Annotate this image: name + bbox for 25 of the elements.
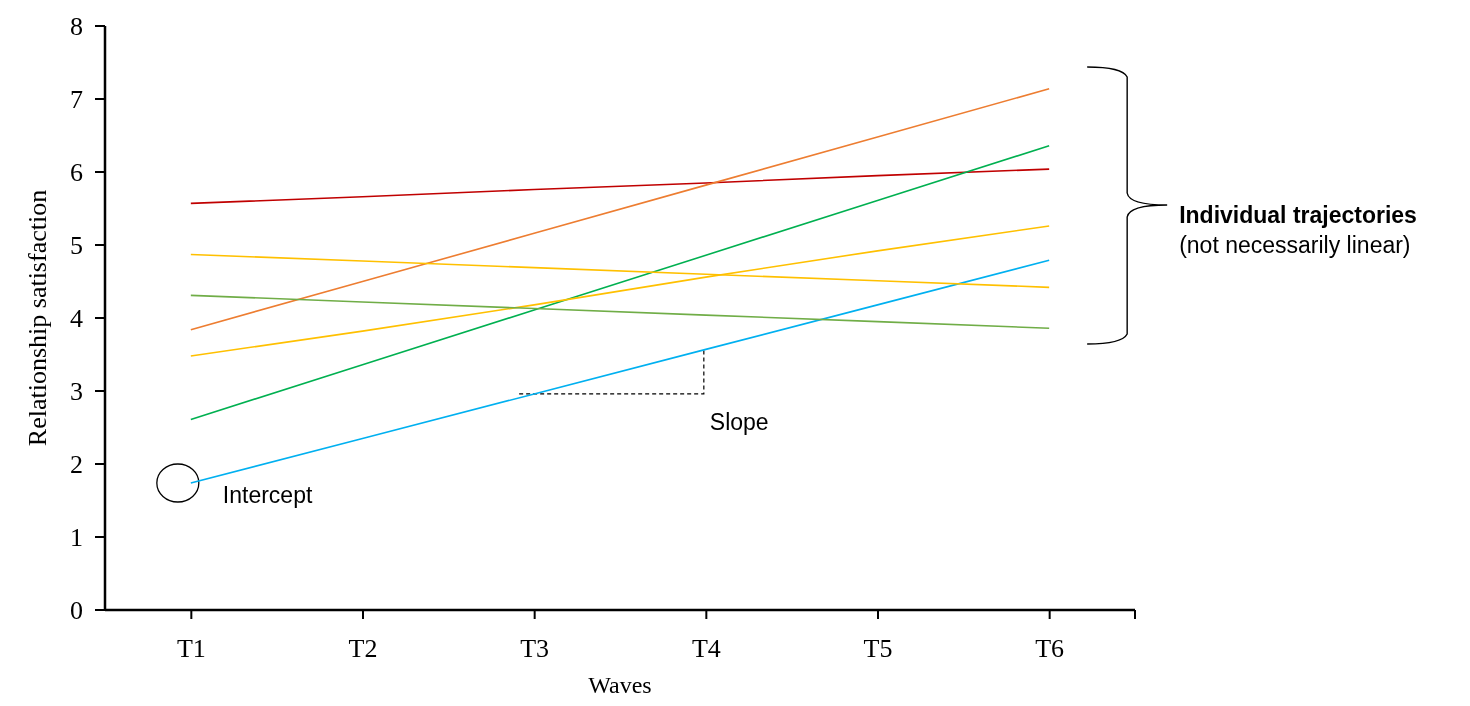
line-series xyxy=(190,87,1050,331)
text: (not necessarily linear) xyxy=(1179,232,1411,258)
text: Individual trajectories xyxy=(1179,202,1417,228)
y-tick-label: 5 xyxy=(70,231,83,261)
line-series xyxy=(190,294,1050,330)
line-series xyxy=(190,225,1050,357)
annotation: Intercept xyxy=(222,481,313,508)
y-tick-label: 0 xyxy=(70,596,83,626)
y-axis-title: Relationship satisfaction xyxy=(23,189,52,447)
x-tick-label: T2 xyxy=(348,634,378,664)
x-tick-label: T3 xyxy=(520,634,550,664)
x-tick-label: T5 xyxy=(863,634,893,664)
y-tick-label: 8 xyxy=(70,12,83,42)
x-tick-label: T4 xyxy=(691,634,721,664)
y-tick-label: 3 xyxy=(70,377,83,407)
y-tick-label: 2 xyxy=(70,450,83,480)
annotation: Slope xyxy=(709,408,769,435)
line-series xyxy=(190,168,1050,205)
x-tick-label: T6 xyxy=(1035,634,1065,664)
x-axis-title: Waves xyxy=(588,672,652,698)
y-tick-label: 1 xyxy=(70,523,83,553)
x-tick-label: T1 xyxy=(176,634,206,664)
y-tick-label: 4 xyxy=(70,304,83,334)
y-tick-label: 7 xyxy=(70,85,83,115)
y-tick-label: 6 xyxy=(70,158,83,188)
